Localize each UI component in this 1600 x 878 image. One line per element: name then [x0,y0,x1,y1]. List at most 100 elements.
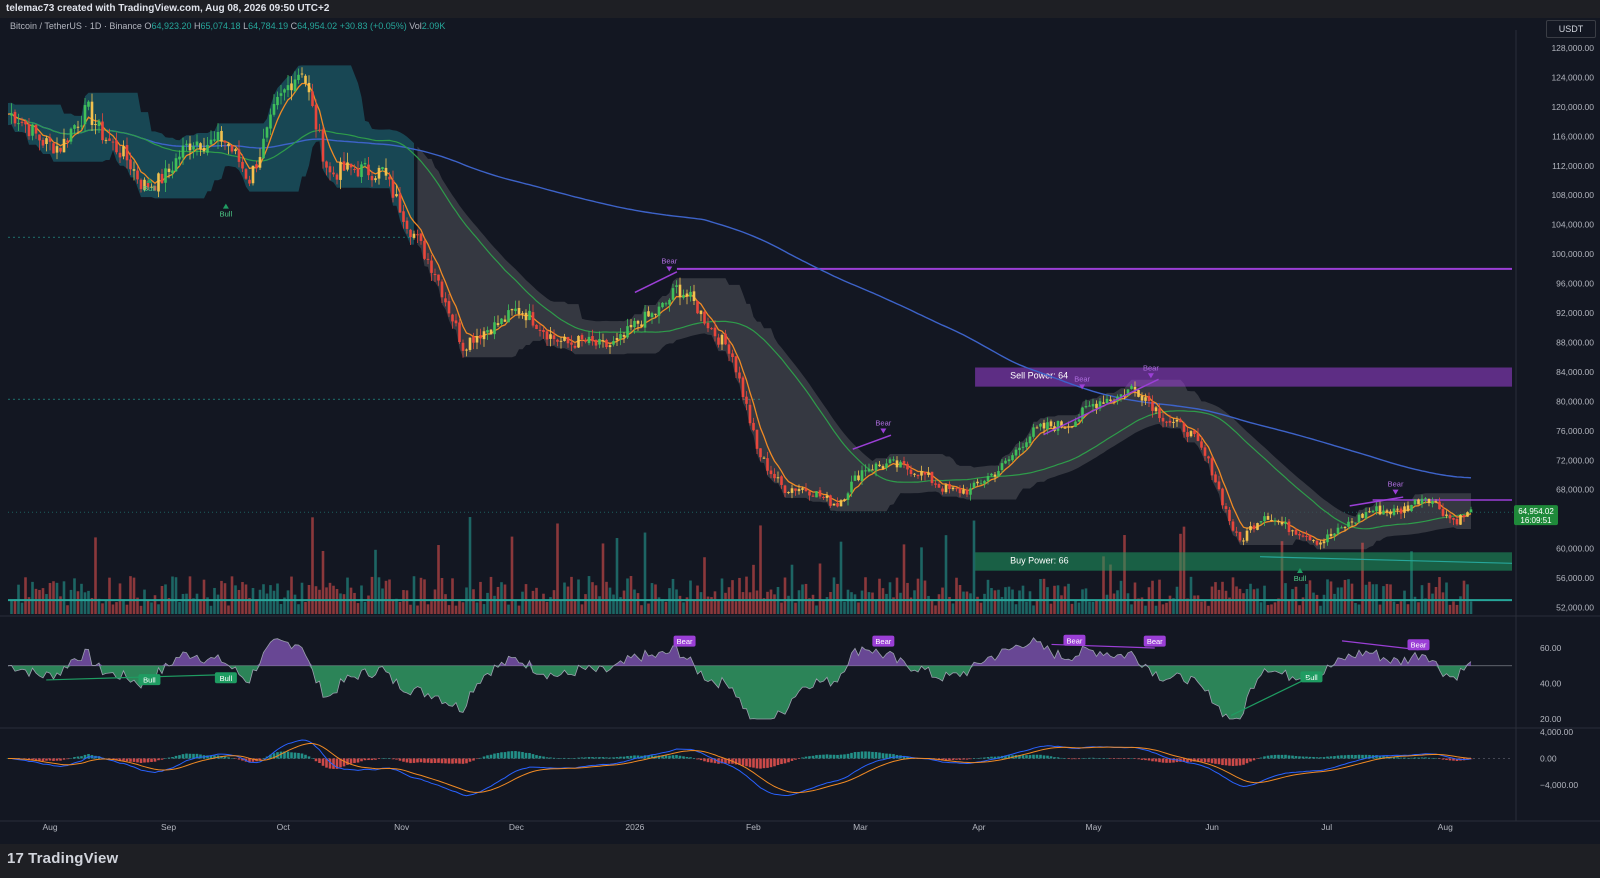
macd-histogram-bar [360,758,363,762]
macd-histogram-bar [311,758,314,759]
candle-body [468,337,472,350]
volume-bar [419,577,423,614]
bear-marker-label: Bear [875,418,891,427]
macd-histogram-bar [1056,757,1060,759]
candle-body [251,165,255,184]
time-tick-label: Aug [42,822,57,832]
volume-bar [524,584,528,614]
candle-body [1350,521,1354,523]
candle-body [314,104,318,130]
candle-body [1137,389,1140,397]
macd-histogram-bar [132,758,136,762]
volume-bar [115,602,118,614]
macd-histogram-bar [1231,758,1235,766]
volume-bar [206,597,209,614]
time-tick-label: 2026 [625,822,644,832]
candle-body [258,157,262,168]
volume-bar [1154,605,1158,614]
macd-histogram-bar [514,751,517,759]
close-value: 64,954.02 [297,21,338,31]
volume-bar [1315,594,1319,614]
volume-bar [1322,594,1326,614]
candle-body [969,488,972,495]
candle-body [461,342,465,351]
macd-histogram-bar [969,758,972,760]
candle-body [1189,431,1193,437]
candle-body [496,323,500,326]
volume-bar [1133,582,1137,614]
volume-bar [1070,603,1074,614]
candle-body [542,330,545,332]
candle-body [150,186,153,188]
candle-body [24,121,27,125]
macd-histogram-bar [1168,758,1172,763]
candle-body [608,345,612,348]
symbol-legend[interactable]: Bitcoin / TetherUS · 1D · Binance O64,92… [10,21,445,31]
macd-histogram-bar [1161,758,1165,763]
volume-bar [304,601,307,614]
candle-body [1340,527,1343,529]
macd-histogram-bar [843,754,846,759]
candle-body [619,334,622,340]
macd-histogram-bar [535,755,538,759]
candle-body [1179,419,1182,423]
macd-histogram-bar [965,758,969,760]
macd-histogram-bar [503,752,507,759]
macd-histogram-bar [612,757,615,759]
high-value: 65,074.18 [200,21,241,31]
macd-histogram-bar [829,754,832,759]
volume-bar [283,597,286,614]
macd-histogram-bar [524,752,528,759]
macd-histogram-bar [1018,754,1021,759]
volume-bar [1361,542,1364,614]
macd-histogram-bar [962,758,965,760]
macd-histogram-bar [139,758,143,764]
macd-histogram-bar [811,755,815,759]
volume-bar [699,592,703,614]
volume-bar [629,576,633,614]
candle-body [444,298,447,303]
macd-histogram-bar [860,751,864,759]
candle-body [297,74,300,81]
candle-body [262,138,265,159]
macd-histogram-bar [1266,755,1270,759]
candle-body [1455,519,1459,525]
volume-bar [272,590,276,614]
candle-body [1357,514,1361,523]
macd-histogram-bar [874,752,878,759]
macd-histogram-bar [1091,757,1095,759]
macd-histogram-bar [230,758,234,759]
candle-body [1378,505,1382,515]
volume-bar [1347,579,1350,614]
candle-body [990,473,993,476]
bull-marker-label: Bull [1294,574,1307,583]
candle-body [451,314,454,322]
volume-bar [752,564,755,614]
tradingview-brand[interactable]: 17 TradingView [7,850,118,867]
macd-histogram-bar [1322,757,1326,759]
macd-histogram-bar [283,751,286,759]
macd-histogram-bar [1403,757,1406,759]
candle-body [1452,518,1455,520]
candle-body [524,312,528,321]
volume-bar [27,597,31,614]
macd-histogram-bar [804,756,808,759]
volume-bar [342,594,346,614]
osc-bear-tag-label: Bear [677,637,693,646]
candle-body [1445,514,1448,516]
volume-bar [423,579,426,614]
macd-histogram-bar [437,758,440,763]
volume-bar [545,601,549,614]
candle-body [881,466,885,469]
price-tick-label: 112,000.00 [1552,161,1594,171]
open-label: O [144,21,152,31]
axes: 128,000.00 124,000.00 120,000.00 116,000.00… [42,43,1594,832]
osc-bull-tag-label: Bull [1305,673,1318,682]
volume-bar [195,593,199,614]
volume-bar [993,590,997,614]
currency-button[interactable]: USDT [1546,20,1596,38]
candle-body [55,146,59,153]
macd-histogram-bar [769,758,773,768]
candle-body [843,499,846,501]
